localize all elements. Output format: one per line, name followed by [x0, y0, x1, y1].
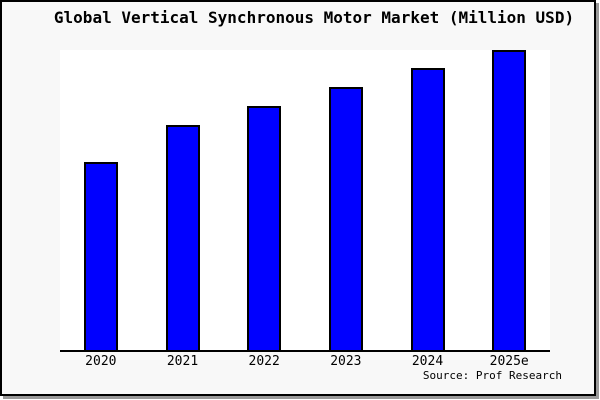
x-tick-label-2022: 2022: [248, 354, 280, 369]
bar-slot-2021: [142, 50, 224, 350]
bar-slot-2023: [305, 50, 387, 350]
bar-2021: [165, 125, 200, 350]
x-axis-tick-labels: 2020 2021 2022 2023 2024 2025e: [60, 354, 550, 369]
source-credit: Source: Prof Research: [422, 369, 562, 382]
x-tick-label-2020: 2020: [85, 354, 117, 369]
bar-slot-2024: [387, 50, 469, 350]
bar-2022: [247, 105, 282, 350]
x-tick-label-2024: 2024: [411, 354, 444, 369]
bar-2023: [328, 86, 363, 350]
bar-2020: [83, 161, 118, 350]
x-tick-label-2025e: 2025e: [489, 354, 529, 369]
bar-2024: [410, 68, 445, 350]
bars-container: [60, 50, 550, 350]
x-tick-label-2023: 2023: [330, 354, 362, 369]
plot-area: [60, 50, 550, 352]
x-tick-label-2021: 2021: [166, 354, 199, 369]
bar-slot-2020: [60, 50, 142, 350]
bar-2025e: [492, 50, 527, 350]
bar-slot-2022: [223, 50, 305, 350]
bar-slot-2025e: [468, 50, 550, 350]
chart-title: Global Vertical Synchronous Motor Market…: [53, 8, 575, 27]
